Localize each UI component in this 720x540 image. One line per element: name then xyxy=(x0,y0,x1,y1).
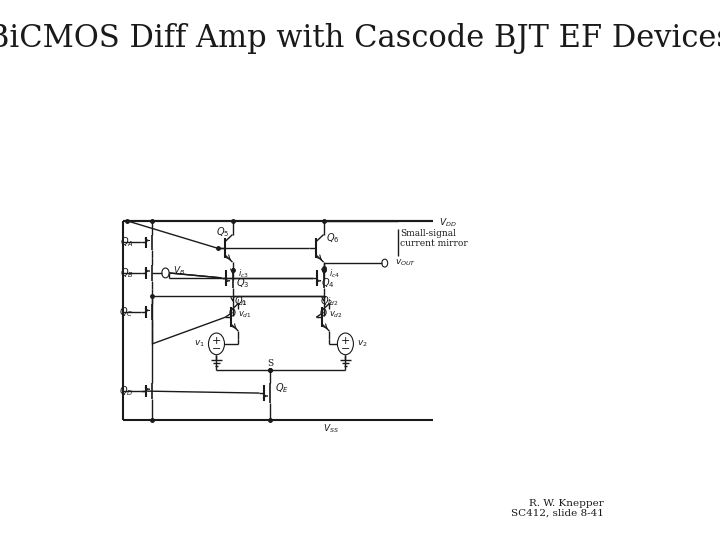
Text: $v_{OUT}$: $v_{OUT}$ xyxy=(395,258,416,268)
Text: $Q_D$: $Q_D$ xyxy=(119,384,133,398)
Text: $Q_E$: $Q_E$ xyxy=(275,381,289,395)
Text: current mirror: current mirror xyxy=(400,239,468,248)
Text: BiCMOS Diff Amp with Cascode BJT EF Devices: BiCMOS Diff Amp with Cascode BJT EF Devi… xyxy=(0,23,720,54)
Text: $v_2$: $v_2$ xyxy=(357,339,368,349)
Text: $i_{d2}$: $i_{d2}$ xyxy=(327,295,338,308)
Text: $i_{c4}$: $i_{c4}$ xyxy=(328,268,340,280)
Text: $v_1$: $v_1$ xyxy=(194,339,204,349)
Text: $Q_C$: $Q_C$ xyxy=(119,306,133,319)
Text: $Q_5$: $Q_5$ xyxy=(215,225,229,239)
Text: $i_{d1}$: $i_{d1}$ xyxy=(236,295,248,308)
Text: $V_{DD}$: $V_{DD}$ xyxy=(438,217,456,229)
Text: SC412, slide 8-41: SC412, slide 8-41 xyxy=(511,509,604,518)
Text: −: − xyxy=(341,344,350,354)
Text: $Q_6$: $Q_6$ xyxy=(326,232,340,245)
Text: $Q_3$: $Q_3$ xyxy=(236,276,250,289)
Text: −: − xyxy=(212,344,221,354)
Text: $v_{d1}$: $v_{d1}$ xyxy=(238,309,252,320)
Text: $Q_4$: $Q_4$ xyxy=(321,276,335,289)
Text: +: + xyxy=(212,336,221,346)
Text: Small-signal: Small-signal xyxy=(400,229,456,238)
Text: S: S xyxy=(267,359,274,368)
Text: +: + xyxy=(341,336,350,346)
Text: $Q_2$: $Q_2$ xyxy=(320,295,333,308)
Text: $Q_1$: $Q_1$ xyxy=(234,295,247,308)
Text: $Q_B$: $Q_B$ xyxy=(120,266,133,280)
Text: $V_{SS}$: $V_{SS}$ xyxy=(323,422,339,435)
Text: $i_{c3}$: $i_{c3}$ xyxy=(238,268,248,280)
Text: $V_B$: $V_B$ xyxy=(173,265,185,277)
Text: $v_{d2}$: $v_{d2}$ xyxy=(330,309,343,320)
Text: R. W. Knepper: R. W. Knepper xyxy=(529,500,604,508)
Text: $Q_A$: $Q_A$ xyxy=(120,235,133,249)
